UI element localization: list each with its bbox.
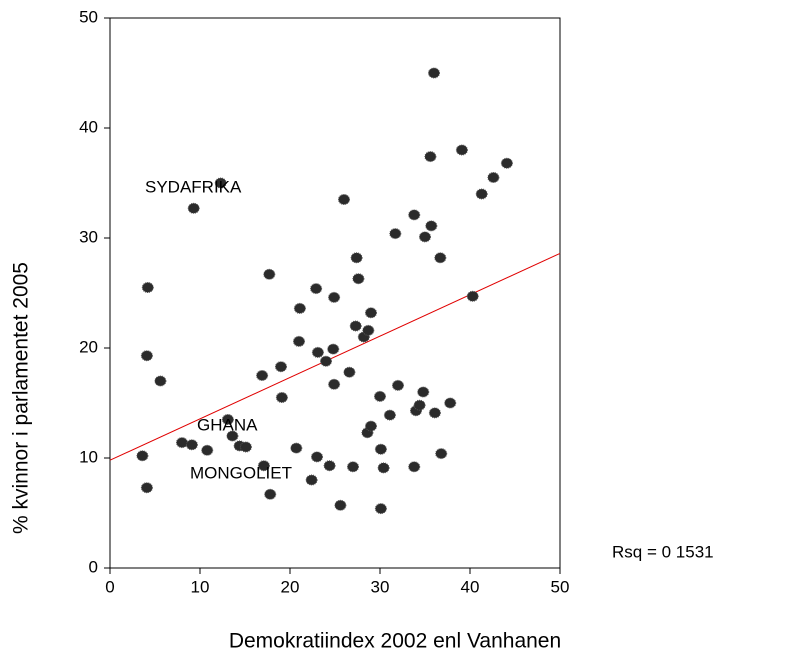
point (413, 399, 426, 411)
x-axis-title: Demokratiindex 2002 enl Vanhanen (229, 630, 561, 653)
point (327, 343, 340, 355)
y-tick-label: 50 (79, 7, 98, 26)
point (408, 461, 421, 473)
annotation: SYDAFRIKA (145, 177, 242, 196)
point (263, 268, 276, 280)
point (293, 302, 306, 314)
point (239, 441, 252, 453)
point (257, 460, 270, 472)
point (487, 172, 500, 183)
point (185, 439, 198, 451)
point (425, 220, 438, 232)
point (428, 407, 441, 419)
y-tick-label: 20 (79, 337, 98, 356)
plot-frame (109, 17, 561, 569)
x-tick-label: 0 (105, 577, 114, 596)
point (417, 386, 430, 398)
point (434, 252, 447, 264)
point (275, 361, 287, 373)
x-tick-label: 20 (281, 577, 300, 596)
point (374, 443, 387, 455)
y-tick-label: 40 (79, 117, 98, 136)
point (221, 414, 234, 425)
y-tick-label: 10 (79, 447, 98, 466)
point (328, 378, 341, 390)
fit-line (109, 252, 561, 461)
point (187, 202, 200, 214)
point (140, 482, 153, 494)
point (256, 370, 269, 381)
point (444, 397, 457, 409)
point (365, 420, 377, 432)
annotation: Rsq = 0 1531 (612, 542, 714, 561)
point (389, 228, 402, 240)
x-tick-label: 50 (551, 577, 570, 596)
point (136, 450, 149, 462)
point (320, 355, 332, 367)
point (466, 290, 479, 302)
point (419, 231, 431, 243)
x-tick-label: 40 (461, 577, 480, 596)
point (392, 379, 404, 391)
point (349, 320, 362, 332)
point (428, 67, 440, 79)
point (305, 474, 318, 486)
point (275, 392, 288, 403)
point (323, 460, 336, 472)
point (176, 437, 188, 449)
point (328, 291, 341, 303)
point (455, 144, 468, 156)
point (347, 461, 359, 473)
point (141, 282, 154, 293)
point (338, 194, 350, 205)
point (374, 390, 386, 402)
y-tick-label: 30 (79, 227, 98, 246)
y-axis-title: % kvinnor i parlamentet 2005 (10, 262, 33, 534)
point (214, 177, 227, 189)
point (154, 375, 167, 387)
point (362, 324, 375, 336)
point (500, 157, 513, 169)
point (226, 430, 239, 442)
point (343, 366, 356, 378)
point (310, 283, 323, 295)
y-tick-label: 0 (89, 557, 98, 576)
point (374, 503, 387, 515)
x-tick-label: 30 (371, 577, 390, 596)
point (408, 209, 421, 221)
point (140, 350, 153, 362)
point (201, 444, 214, 456)
annotation: MONGOLIET (190, 463, 292, 482)
point (352, 273, 365, 285)
x-tick-label: 10 (191, 577, 210, 596)
annotation: GHANA (197, 415, 258, 434)
point (377, 462, 390, 474)
point (290, 442, 303, 454)
point (424, 151, 437, 163)
point (334, 499, 347, 511)
point (383, 409, 396, 421)
point (311, 346, 324, 358)
point (264, 488, 277, 500)
point (435, 448, 448, 460)
point (311, 451, 323, 463)
point (350, 252, 363, 264)
point (365, 307, 377, 319)
point (475, 188, 488, 200)
point (293, 335, 305, 347)
